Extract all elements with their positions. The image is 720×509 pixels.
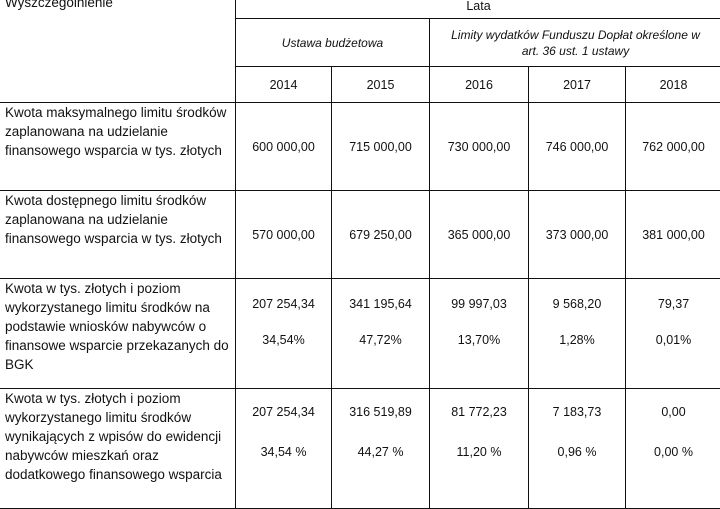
- table-cell: 373 000,00: [529, 191, 626, 279]
- table-cell: 365 000,00: [430, 191, 529, 279]
- table-row: Kwota dostępnego limitu środków zaplanow…: [0, 191, 720, 279]
- amount-value: 316 519,89: [332, 389, 429, 419]
- percent-value: 47,72%: [332, 311, 429, 347]
- budget-act-header: Ustawa budżetowa: [236, 19, 430, 67]
- percent-value: 11,20 %: [430, 419, 528, 459]
- amount-value: 9 568,20: [529, 279, 625, 311]
- table-row: Kwota w tys. złotych i poziom wykorzysta…: [0, 279, 720, 389]
- table-cell: 381 000,00: [626, 191, 720, 279]
- fund-limits-header: Limity wydatków Funduszu Dopłat określon…: [430, 19, 720, 67]
- amount-value: 81 772,23: [430, 389, 528, 419]
- table-cell: 81 772,23 11,20 %: [430, 389, 529, 509]
- percent-value: 0,00 %: [626, 419, 720, 459]
- table-cell: 570 000,00: [236, 191, 332, 279]
- table-cell: 207 254,34 34,54 %: [236, 389, 332, 509]
- table-cell: 679 250,00: [332, 191, 430, 279]
- row-label: Kwota dostępnego limitu środków zaplanow…: [0, 191, 236, 279]
- amount-value: 207 254,34: [236, 389, 331, 419]
- percent-value: 0,96 %: [529, 419, 625, 459]
- table-cell: 9 568,20 1,28%: [529, 279, 626, 389]
- table-cell: 341 195,64 47,72%: [332, 279, 430, 389]
- amount-value: 207 254,34: [236, 279, 331, 311]
- amount-value: 79,37: [626, 279, 720, 311]
- amount-value: 341 195,64: [332, 279, 429, 311]
- row-label: Kwota maksymalnego limitu środków zaplan…: [0, 103, 236, 191]
- percent-value: 1,28%: [529, 311, 625, 347]
- row-label: Kwota w tys. złotych i poziom wykorzysta…: [0, 389, 236, 509]
- column-header-description: Wyszczególnienie: [0, 0, 236, 103]
- year-header: 2014: [236, 67, 332, 103]
- table-cell: 762 000,00: [626, 103, 720, 191]
- row-label: Kwota w tys. złotych i poziom wykorzysta…: [0, 279, 236, 389]
- table-cell: 730 000,00: [430, 103, 529, 191]
- year-header: 2017: [529, 67, 626, 103]
- table-cell: 746 000,00: [529, 103, 626, 191]
- table-cell: 0,00 0,00 %: [626, 389, 720, 509]
- table-cell: 99 997,03 13,70%: [430, 279, 529, 389]
- percent-value: 13,70%: [430, 311, 528, 347]
- percent-value: 34,54 %: [236, 419, 331, 459]
- table-cell: 79,37 0,01%: [626, 279, 720, 389]
- amount-value: 0,00: [626, 389, 720, 419]
- table-cell: 7 183,73 0,96 %: [529, 389, 626, 509]
- amount-value: 7 183,73: [529, 389, 625, 419]
- table-cell: 316 519,89 44,27 %: [332, 389, 430, 509]
- year-header: 2018: [626, 67, 720, 103]
- percent-value: 0,01%: [626, 311, 720, 347]
- years-group-header: Lata: [236, 0, 720, 19]
- percent-value: 44,27 %: [332, 419, 429, 459]
- table-cell: 600 000,00: [236, 103, 332, 191]
- table-cell: 207 254,34 34,54%: [236, 279, 332, 389]
- table-row: Kwota maksymalnego limitu środków zaplan…: [0, 103, 720, 191]
- percent-value: 34,54%: [236, 311, 331, 347]
- amount-value: 99 997,03: [430, 279, 528, 311]
- table-row: Kwota w tys. złotych i poziom wykorzysta…: [0, 389, 720, 509]
- year-header: 2016: [430, 67, 529, 103]
- year-header: 2015: [332, 67, 430, 103]
- table-cell: 715 000,00: [332, 103, 430, 191]
